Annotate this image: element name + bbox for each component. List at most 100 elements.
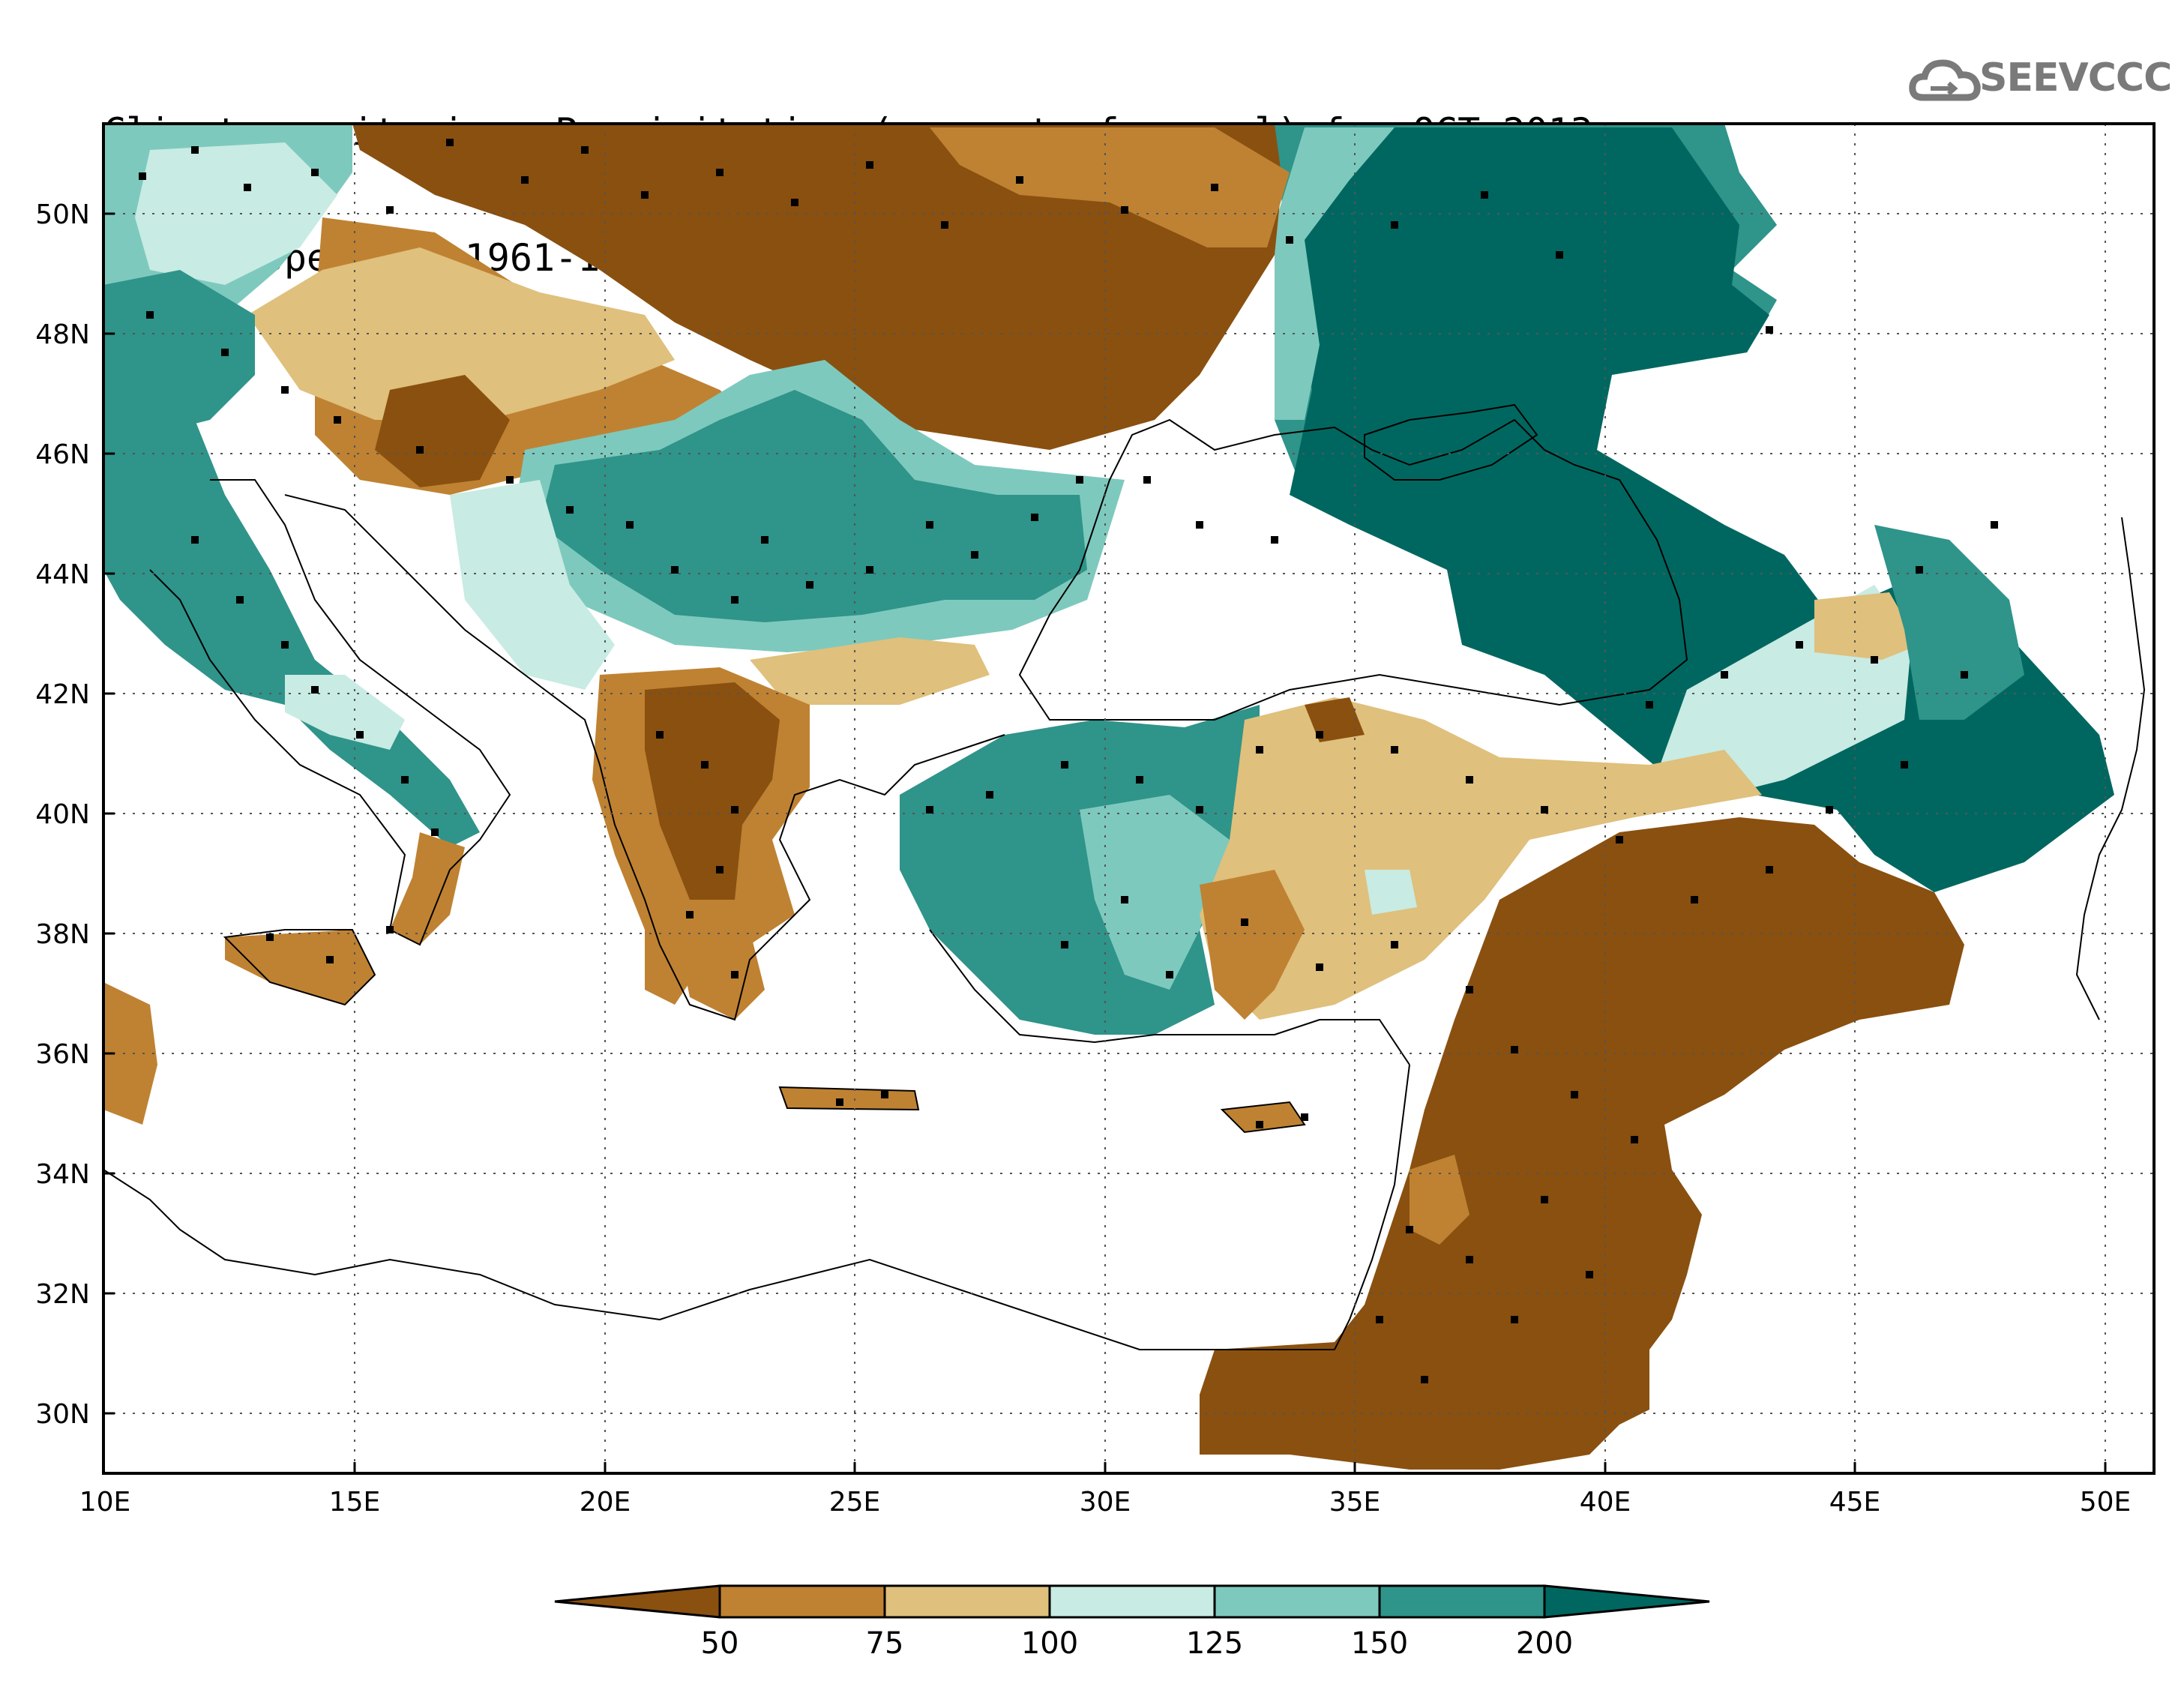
station-marker [244,184,251,191]
station-marker [1391,221,1398,229]
station-marker [386,206,394,214]
map-plot-area [103,124,2114,1470]
lon-label: 35E [1329,1487,1381,1518]
precip-field-serbia-light [450,480,615,690]
station-marker [791,199,798,206]
station-marker [1166,971,1173,978]
station-marker [416,446,424,454]
station-marker [731,806,738,814]
station-marker [626,521,634,529]
station-marker [521,176,529,184]
sicily-coast [223,929,376,1006]
station-marker [1901,761,1908,769]
station-marker [716,169,724,176]
crete-coast [778,1086,920,1111]
station-marker [1271,536,1278,544]
precip-field-slovenia [375,375,510,487]
precip-field-calabria [390,832,465,945]
station-marker [1301,1113,1308,1121]
colorbar-segment [1048,1584,1216,1619]
station-marker [1121,206,1128,214]
turkey-south-coast [929,929,1410,1065]
lat-label: 40N [35,799,90,830]
greece-coast [659,734,1005,1021]
levant-coast [1334,1064,1410,1350]
lon-label: 45E [1829,1487,1881,1518]
precip-field-turkey-central [1200,697,1762,1020]
station-marker [566,506,574,514]
precip-field-romania [540,390,1087,622]
station-marker [926,521,933,529]
station-marker [1571,1091,1578,1098]
station-marker [671,566,679,574]
station-marker [506,476,514,484]
lat-label: 32N [35,1279,90,1310]
italy-coast [149,479,511,946]
station-marker [731,971,738,978]
station-marker [836,1098,843,1106]
station-marker [1556,251,1563,259]
colorbar-label: 100 [1021,1626,1078,1661]
colorbar-label: 200 [1516,1626,1573,1661]
station-marker [716,866,724,873]
precip-field-caucasus-mid [1874,525,2024,720]
precip-field-ukraine-light [1275,127,1395,420]
lat-label: 30N [35,1399,90,1430]
station-marker [1121,896,1128,903]
precip-field-macedonia [645,682,780,900]
station-marker [1061,941,1068,948]
station-marker [1406,1226,1413,1233]
station-marker [1143,476,1151,484]
station-marker [581,146,589,154]
coastlines [103,403,2146,1350]
station-marker [1586,1271,1593,1278]
lat-label: 46N [35,439,90,470]
colorbar-segment [1378,1584,1546,1619]
lon-label: 25E [829,1487,881,1518]
station-marker [139,172,146,180]
station-marker [1316,963,1323,971]
precip-field-sicily [225,930,375,1005]
station-marker [1196,521,1203,529]
precip-field-turkey-central-dry [1200,870,1305,1020]
station-marker [221,349,229,356]
station-marker [656,731,664,739]
station-marker [1466,776,1473,784]
station-marker [1796,641,1803,649]
lat-label: 36N [35,1039,90,1070]
crimea-coast [1364,403,1538,481]
precip-field-middle-east [1200,817,1964,1470]
station-marker [1826,806,1833,814]
station-marker [1316,731,1323,739]
station-marker [311,686,319,694]
station-marker [701,761,709,769]
station-marker [1961,671,1968,679]
station-marker [641,191,649,199]
precip-field-peloponnese [675,922,765,1020]
lon-labels: 10E 15E 20E 25E 30E 35E 40E 45E 50E [79,1487,2132,1518]
colorbar-segment [718,1584,886,1619]
lon-label: 30E [1080,1487,1131,1518]
adriatic-east-coast [284,494,661,945]
station-marker [1376,1316,1383,1323]
station-marker [1916,566,1923,574]
station-marker [446,139,454,146]
precip-field-levant-light [1410,1155,1469,1245]
station-marker [1511,1046,1518,1053]
lat-label: 48N [35,319,90,350]
station-marker [1541,1196,1548,1203]
station-marker [1691,896,1698,903]
station-marker [334,416,341,424]
station-marker [881,1091,888,1098]
precip-field-italy-light [285,675,405,750]
station-marker [1391,941,1398,948]
station-marker [146,311,154,319]
station-marker [311,169,319,176]
cloud-icon [1909,59,1981,101]
station-marker [806,581,813,589]
station-marker [1766,866,1773,873]
station-marker [1241,918,1248,926]
precip-field-poland [352,124,1282,450]
station-marker [986,791,993,799]
station-marker [1076,476,1083,484]
